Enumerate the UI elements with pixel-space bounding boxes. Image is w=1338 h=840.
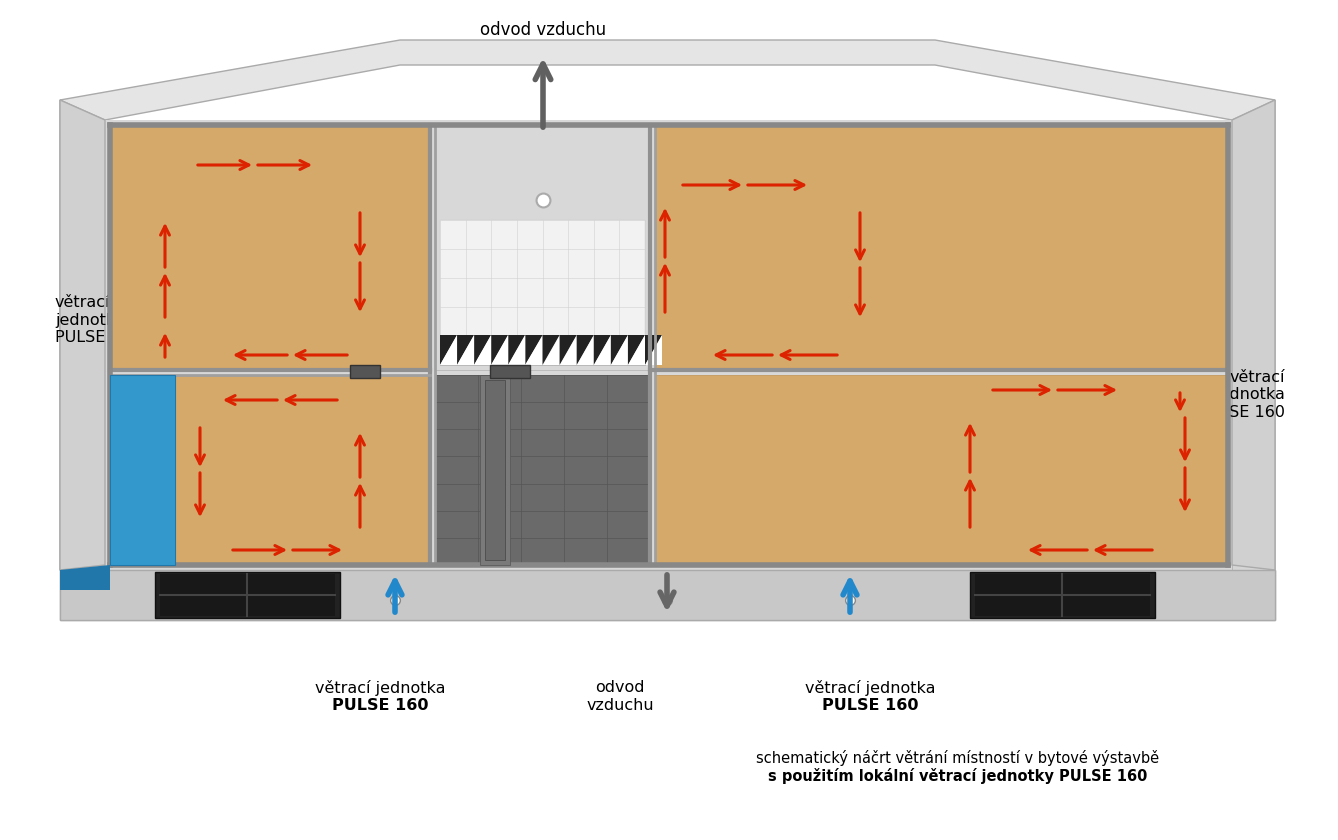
Polygon shape (656, 375, 1228, 565)
Polygon shape (155, 572, 340, 618)
Polygon shape (435, 125, 650, 370)
Polygon shape (435, 375, 650, 565)
Polygon shape (440, 335, 458, 365)
Polygon shape (458, 335, 474, 365)
Text: odvod vzduchu: odvod vzduchu (480, 21, 606, 39)
Polygon shape (577, 335, 594, 365)
Polygon shape (645, 335, 662, 365)
Polygon shape (440, 335, 458, 365)
Polygon shape (594, 335, 611, 365)
Polygon shape (611, 335, 628, 365)
Text: s použitím lokální větrací jednotky PULSE 160: s použitím lokální větrací jednotky PULS… (768, 768, 1148, 784)
Polygon shape (60, 100, 104, 590)
Polygon shape (491, 335, 508, 365)
Text: větrací
jednotka
PULSE 160: větrací jednotka PULSE 160 (1199, 370, 1284, 420)
Polygon shape (628, 335, 645, 365)
Text: odvod: odvod (595, 680, 645, 696)
Polygon shape (975, 574, 1149, 616)
Polygon shape (656, 125, 1228, 370)
Polygon shape (458, 335, 474, 365)
Polygon shape (526, 335, 542, 365)
Polygon shape (351, 365, 380, 378)
Polygon shape (60, 570, 1275, 620)
Polygon shape (440, 335, 645, 365)
Polygon shape (577, 335, 594, 365)
Polygon shape (628, 335, 645, 365)
Polygon shape (440, 220, 645, 365)
Polygon shape (474, 335, 491, 365)
Polygon shape (526, 335, 542, 365)
Polygon shape (542, 335, 559, 365)
Polygon shape (508, 335, 526, 365)
Text: větrací jednotka: větrací jednotka (804, 680, 935, 696)
Polygon shape (542, 335, 559, 365)
Text: větrací
jednotka
PULSE 160: větrací jednotka PULSE 160 (55, 295, 140, 345)
Text: PULSE 160: PULSE 160 (822, 699, 918, 713)
Polygon shape (970, 572, 1155, 618)
Polygon shape (1232, 100, 1275, 570)
Polygon shape (508, 335, 526, 365)
Polygon shape (474, 335, 491, 365)
Polygon shape (60, 565, 110, 590)
Polygon shape (60, 570, 1275, 620)
Polygon shape (559, 335, 577, 365)
Text: PULSE 160: PULSE 160 (332, 699, 428, 713)
Text: větrací jednotka: větrací jednotka (314, 680, 446, 696)
Text: vzduchu: vzduchu (586, 699, 654, 713)
Polygon shape (645, 335, 662, 365)
Polygon shape (491, 335, 508, 365)
Polygon shape (161, 574, 334, 616)
Polygon shape (559, 335, 577, 365)
Polygon shape (110, 375, 429, 565)
Polygon shape (60, 40, 1275, 120)
Polygon shape (490, 365, 530, 378)
Polygon shape (110, 125, 429, 370)
Text: schematický náčrt větrání místností v bytové výstavbě: schematický náčrt větrání místností v by… (756, 750, 1160, 766)
Polygon shape (484, 380, 504, 560)
Polygon shape (594, 335, 611, 365)
Polygon shape (480, 375, 510, 565)
Polygon shape (110, 375, 175, 565)
Polygon shape (104, 120, 1232, 570)
Polygon shape (611, 335, 628, 365)
Polygon shape (1232, 100, 1275, 590)
Polygon shape (60, 100, 104, 570)
